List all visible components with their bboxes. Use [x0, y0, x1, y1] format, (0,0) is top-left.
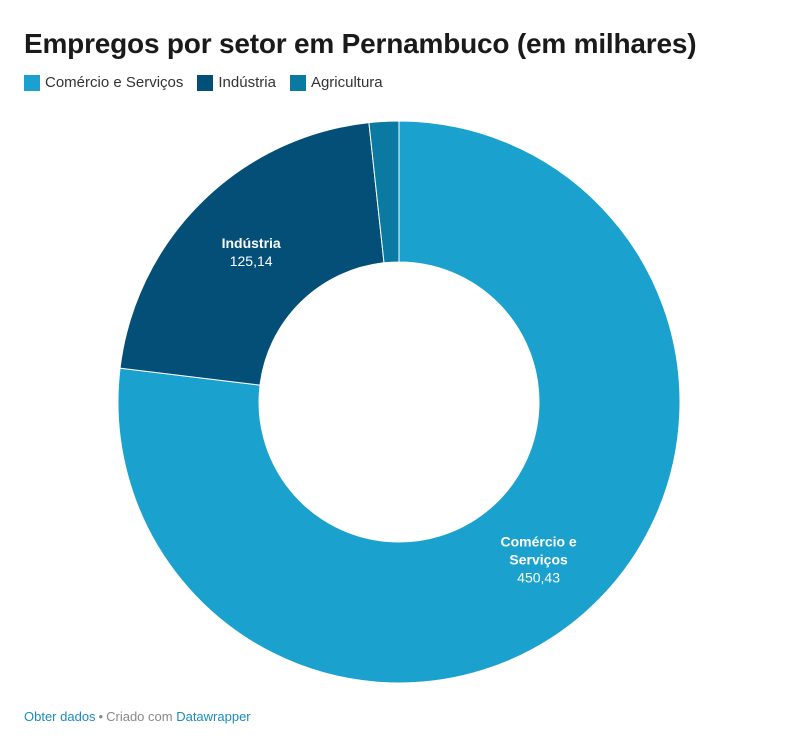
donut-slice-0[interactable]: [117, 120, 681, 684]
legend-label-industria: Indústria: [218, 74, 276, 91]
chart-footer: Obter dados • Criado com Datawrapper: [24, 709, 251, 724]
donut-slice-1[interactable]: [119, 122, 385, 386]
legend-item-comercio: Comércio e Serviços: [24, 74, 183, 91]
chart-legend: Comércio e Serviços Indústria Agricultur…: [24, 74, 397, 91]
get-data-link[interactable]: Obter dados: [24, 709, 96, 724]
slice-name-label-1-0: Indústria: [222, 235, 281, 251]
legend-label-agricultura: Agricultura: [310, 74, 383, 91]
donut-slice-2[interactable]: [368, 120, 400, 264]
footer-separator: •: [98, 709, 104, 724]
slice-value-label-1: 125,14: [230, 253, 273, 269]
donut-slices: [117, 120, 681, 684]
legend-item-agricultura: Agricultura: [289, 74, 383, 91]
slice-value-label-0: 450,43: [517, 570, 560, 586]
legend-label-comercio: Comércio e Serviços: [45, 74, 184, 91]
slice-name-label-0-0: Comércio e: [500, 534, 576, 550]
legend-swatch-agricultura: [289, 74, 306, 91]
chart-title: Empregos por setor em Pernambuco (em mil…: [24, 28, 697, 59]
legend-item-industria: Indústria: [197, 74, 276, 91]
datawrapper-link[interactable]: Datawrapper: [176, 709, 251, 724]
slice-name-label-0-1: Serviços: [509, 552, 568, 568]
legend-swatch-comercio: [24, 74, 40, 91]
legend-swatch-industria: [197, 74, 214, 91]
donut-labels: Comércio e Serviços 450,43 Indústria 125,14: [222, 235, 577, 585]
footer-created-with: Criado com: [106, 709, 173, 724]
